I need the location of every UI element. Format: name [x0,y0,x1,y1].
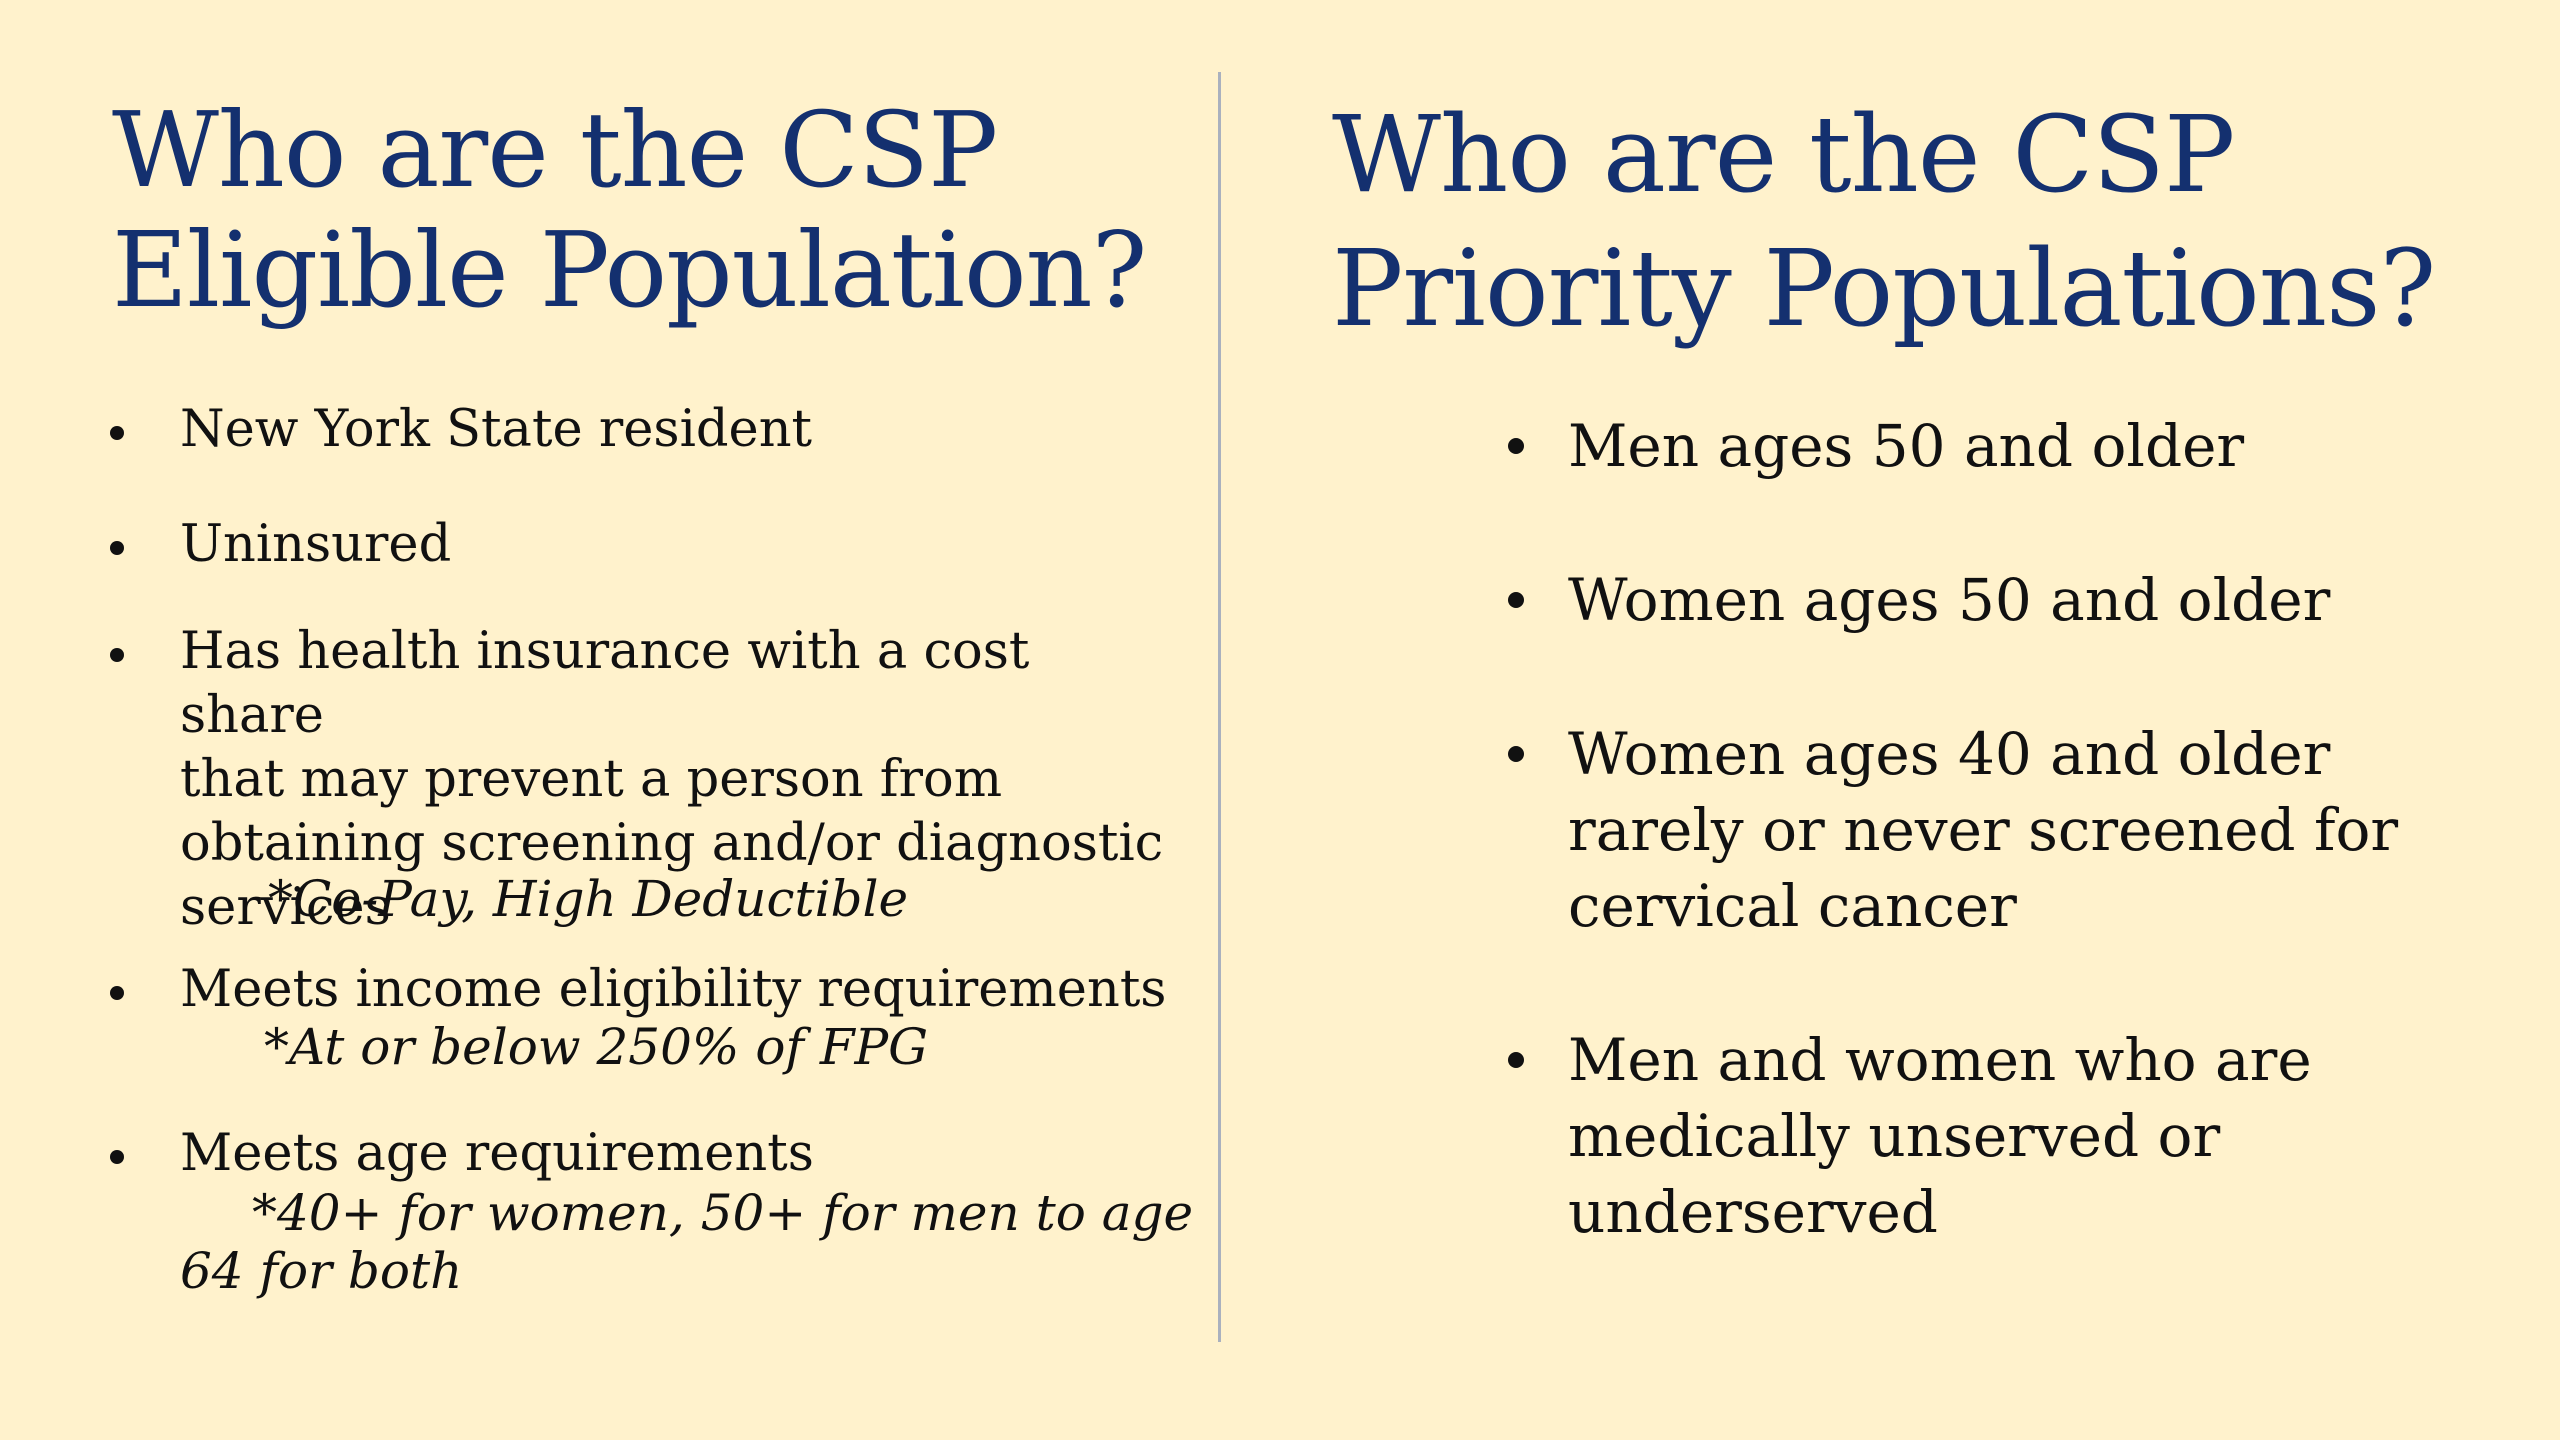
column-divider [1218,72,1221,1342]
bullet-dot-icon [110,1150,124,1164]
priority-bullet-text: Women ages 50 and older [1568,566,2331,634]
bullet-dot-icon [1508,438,1524,454]
priority-populations-title: Who are the CSP Priority Populations? [1332,88,2436,356]
bullet-dot-icon [1508,746,1524,762]
eligible-population-title: Who are the CSP Eligible Population? [112,89,1147,331]
eligible-bullet-text: New York State resident [180,400,813,459]
priority-bullet-text: Men ages 50 and older [1568,412,2245,480]
eligible-bullet-text: Meets age requirements [180,1124,814,1183]
bullet-dot-icon [110,541,124,555]
eligible-bullet-note: *At or below 250% of FPG [264,1018,929,1076]
eligible-bullet-note-line-1: *40+ for women, 50+ for men to age [252,1184,1194,1242]
eligible-title-line-1: Who are the CSP [112,89,998,211]
bullet-dot-icon [110,986,124,1000]
priority-bullet-text: Men and women who are medically unserved… [1568,1026,2312,1246]
bullet-dot-icon [1508,592,1524,608]
eligible-bullet-text: Has health insurance with a cost share t… [180,622,1164,937]
eligible-title-line-2: Eligible Population? [112,209,1147,331]
bullet-dot-icon [1508,1052,1524,1068]
eligible-bullet-note-line-2: 64 for both [180,1242,463,1300]
bullet-dot-icon [110,648,124,662]
priority-bullet-text: Women ages 40 and older rarely or never … [1568,720,2399,940]
eligible-bullet-note: *Co-Pay, High Deductible [268,870,909,928]
priority-title-line-2: Priority Populations? [1332,227,2436,350]
eligible-population-list: New York State resident Uninsured Has he… [110,398,1193,1328]
priority-title-line-1: Who are the CSP [1332,93,2235,216]
eligible-bullet-text: Uninsured [180,515,452,574]
eligible-bullet-text: Meets income eligibility requirements [180,960,1167,1019]
bullet-dot-icon [110,426,124,440]
priority-populations-list: Men ages 50 and older Women ages 50 and … [1508,408,2428,1268]
